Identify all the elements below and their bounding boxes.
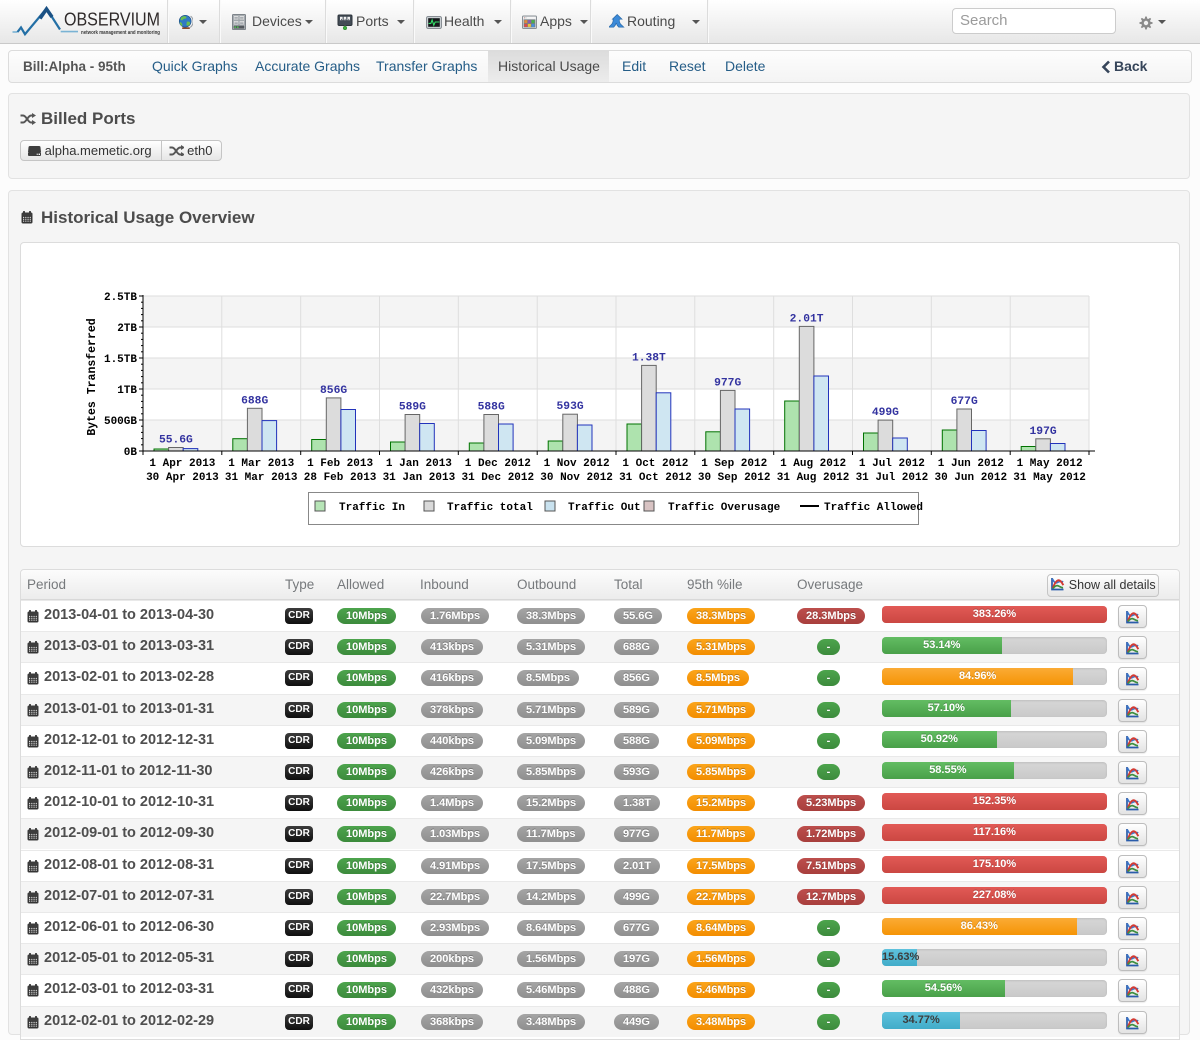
svg-text:1 Jul 2012: 1 Jul 2012 bbox=[859, 458, 925, 470]
svg-text:1 Apr 2013: 1 Apr 2013 bbox=[149, 458, 215, 470]
svg-text:OBSERVIUM: OBSERVIUM bbox=[64, 9, 160, 30]
svg-text:197G: 197G bbox=[1030, 426, 1057, 438]
svg-text:Traffic Overusage: Traffic Overusage bbox=[668, 502, 781, 514]
svg-text:856G: 856G bbox=[320, 385, 347, 397]
svg-text:1 Oct 2012: 1 Oct 2012 bbox=[622, 458, 688, 470]
svg-text:Traffic In: Traffic In bbox=[339, 502, 405, 514]
svg-text:31 Jan 2013: 31 Jan 2013 bbox=[383, 472, 456, 484]
svg-text:977G: 977G bbox=[714, 377, 741, 389]
svg-text:688G: 688G bbox=[241, 395, 268, 407]
svg-text:31 Jul 2012: 31 Jul 2012 bbox=[856, 472, 929, 484]
svg-text:0B: 0B bbox=[124, 447, 138, 459]
svg-text:1TB: 1TB bbox=[117, 385, 137, 397]
svg-text:593G: 593G bbox=[557, 401, 584, 413]
svg-text:2.01T: 2.01T bbox=[790, 313, 824, 325]
svg-text:500GB: 500GB bbox=[104, 416, 137, 428]
svg-text:499G: 499G bbox=[872, 407, 899, 419]
svg-text:55.6G: 55.6G bbox=[159, 435, 193, 447]
svg-text:1 Nov 2012: 1 Nov 2012 bbox=[544, 458, 610, 470]
svg-text:1.38T: 1.38T bbox=[632, 352, 666, 364]
svg-text:1 Mar 2013: 1 Mar 2013 bbox=[228, 458, 294, 470]
svg-text:1 May 2012: 1 May 2012 bbox=[1017, 458, 1083, 470]
svg-text:31 Mar 2013: 31 Mar 2013 bbox=[225, 472, 298, 484]
svg-text:1 Jun 2012: 1 Jun 2012 bbox=[938, 458, 1004, 470]
svg-text:31 Aug 2012: 31 Aug 2012 bbox=[777, 472, 850, 484]
svg-text:588G: 588G bbox=[478, 402, 505, 414]
svg-text:1 Sep 2012: 1 Sep 2012 bbox=[701, 458, 767, 470]
svg-text:677G: 677G bbox=[951, 396, 978, 408]
svg-text:31 May 2012: 31 May 2012 bbox=[1013, 472, 1086, 484]
svg-text:30 Nov 2012: 30 Nov 2012 bbox=[540, 472, 613, 484]
svg-text:1 Aug 2012: 1 Aug 2012 bbox=[780, 458, 846, 470]
svg-text:2TB: 2TB bbox=[117, 323, 137, 335]
svg-text:Bytes Transferred: Bytes Transferred bbox=[86, 318, 99, 435]
svg-text:Traffic total: Traffic total bbox=[447, 502, 533, 514]
svg-text:2.5TB: 2.5TB bbox=[104, 292, 137, 304]
svg-text:30 Apr 2013: 30 Apr 2013 bbox=[146, 472, 219, 484]
svg-text:31 Oct 2012: 31 Oct 2012 bbox=[619, 472, 692, 484]
svg-text:31 Dec 2012: 31 Dec 2012 bbox=[461, 472, 534, 484]
svg-text:28 Feb 2013: 28 Feb 2013 bbox=[304, 472, 377, 484]
svg-text:1 Jan 2013: 1 Jan 2013 bbox=[386, 458, 452, 470]
svg-text:1.5TB: 1.5TB bbox=[104, 354, 137, 366]
svg-text:30 Jun 2012: 30 Jun 2012 bbox=[934, 472, 1007, 484]
svg-text:30 Sep 2012: 30 Sep 2012 bbox=[698, 472, 771, 484]
svg-text:network management and monitor: network management and monitoring bbox=[81, 30, 160, 36]
svg-text:Traffic Out: Traffic Out bbox=[568, 502, 641, 514]
svg-text:1 Dec 2012: 1 Dec 2012 bbox=[465, 458, 531, 470]
svg-text:589G: 589G bbox=[399, 402, 426, 414]
svg-text:Traffic Allowed: Traffic Allowed bbox=[824, 502, 923, 514]
svg-text:1 Feb 2013: 1 Feb 2013 bbox=[307, 458, 373, 470]
